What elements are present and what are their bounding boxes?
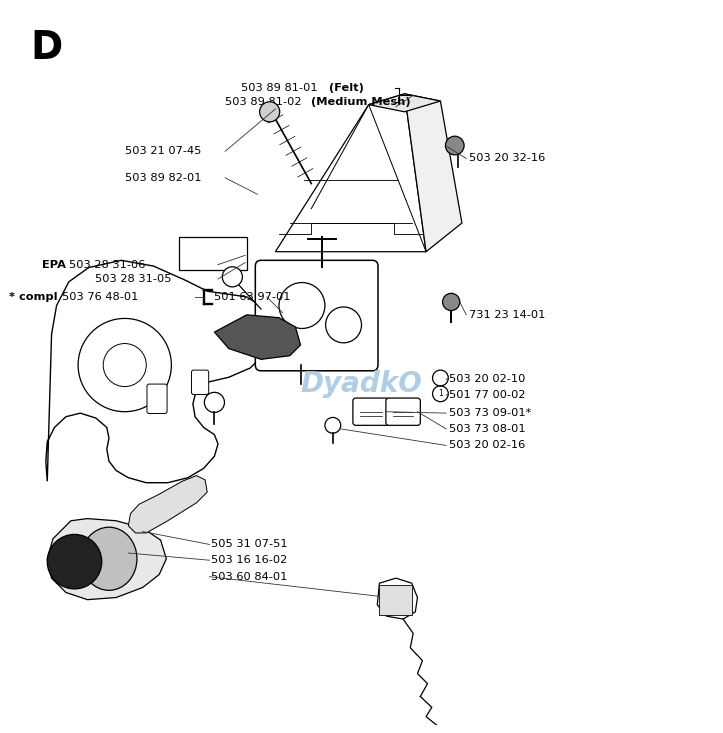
Circle shape [325,417,341,433]
Circle shape [47,534,102,589]
Polygon shape [46,260,272,483]
Polygon shape [275,94,426,251]
Text: 503 21 07-45: 503 21 07-45 [125,147,201,156]
Text: * compl: * compl [9,292,61,302]
Text: EPA: EPA [42,259,70,270]
Text: 501 63 97-01: 501 63 97-01 [215,292,291,302]
Text: 503 28 31-06: 503 28 31-06 [69,259,145,270]
Polygon shape [369,94,440,112]
Text: DyadkO: DyadkO [301,370,422,399]
Polygon shape [215,315,301,359]
FancyBboxPatch shape [380,585,412,615]
Ellipse shape [81,527,137,590]
Text: 503 20 02-16: 503 20 02-16 [449,441,526,450]
Text: 501 77 00-02: 501 77 00-02 [449,390,526,400]
Circle shape [445,136,464,155]
Text: 503 73 09-01*: 503 73 09-01* [449,408,531,418]
FancyBboxPatch shape [147,384,167,413]
Circle shape [222,267,242,287]
FancyBboxPatch shape [255,260,378,371]
FancyBboxPatch shape [192,370,209,394]
Text: 503 28 31-05: 503 28 31-05 [95,274,171,284]
Circle shape [205,392,224,413]
Text: 503 20 32-16: 503 20 32-16 [469,153,545,163]
FancyBboxPatch shape [386,398,420,425]
Text: 503 16 16-02: 503 16 16-02 [211,555,287,565]
Polygon shape [47,519,166,600]
Text: (Felt): (Felt) [329,83,364,93]
Text: 503 76 48-01: 503 76 48-01 [61,292,138,302]
Text: 503 20 02-10: 503 20 02-10 [449,375,526,384]
Circle shape [442,293,460,311]
Text: 503 73 08-01: 503 73 08-01 [449,424,526,434]
Polygon shape [377,578,417,619]
FancyBboxPatch shape [353,398,389,425]
Text: D: D [30,29,62,67]
Polygon shape [128,476,208,533]
Text: 505 31 07-51: 505 31 07-51 [211,539,288,550]
Text: 1: 1 [438,389,442,398]
Circle shape [260,102,280,122]
Text: 503 89 82-01: 503 89 82-01 [125,173,201,183]
Text: (Medium Mesh): (Medium Mesh) [312,97,411,108]
Text: 731 23 14-01: 731 23 14-01 [469,310,545,320]
Text: 503 89 81-02: 503 89 81-02 [225,97,305,108]
FancyBboxPatch shape [179,237,247,270]
Polygon shape [405,94,462,251]
Text: 503 60 84-01: 503 60 84-01 [211,572,287,582]
Text: 503 89 81-01: 503 89 81-01 [241,83,317,93]
